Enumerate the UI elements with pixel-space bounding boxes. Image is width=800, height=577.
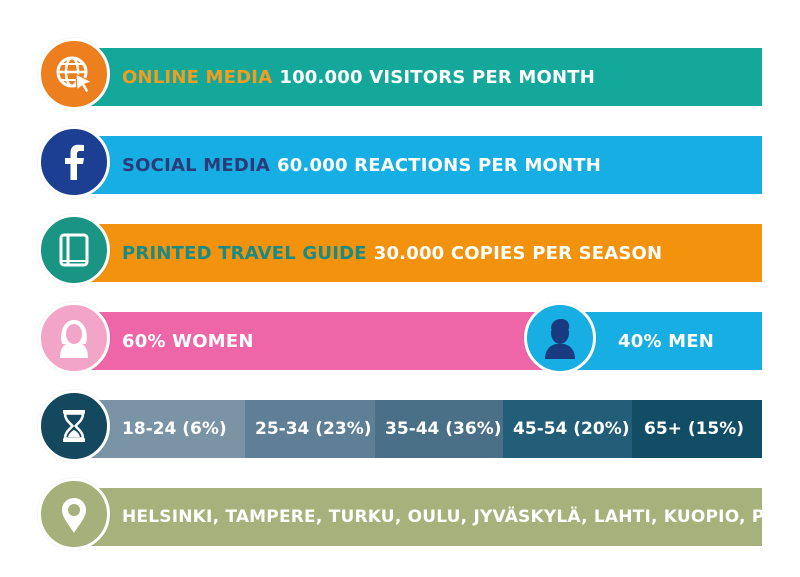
- age-segment: 45-54 (20%): [503, 400, 632, 458]
- social-media-stat: 60.000 REACTIONS PER MONTH: [277, 154, 602, 176]
- online-media-bar: ONLINE MEDIA 100.000 VISITORS PER MONTH: [70, 48, 762, 106]
- cities-bar: HELSINKI, TAMPERE, TURKU, OULU, JYVÄSKYL…: [70, 488, 762, 546]
- online-media-row: ONLINE MEDIA 100.000 VISITORS PER MONTH: [0, 38, 800, 110]
- age-segment-label: 65+ (15%): [644, 419, 745, 439]
- hourglass-icon: [38, 390, 110, 462]
- book-icon: [38, 214, 110, 286]
- man-avatar-icon: [524, 302, 596, 374]
- online-media-label: ONLINE MEDIA: [122, 66, 273, 88]
- printed-guide-row: PRINTED TRAVEL GUIDE 30.000 COPIES PER SE…: [0, 214, 800, 286]
- age-segment-label: 45-54 (20%): [513, 419, 630, 439]
- printed-guide-label: PRINTED TRAVEL GUIDE: [122, 242, 367, 264]
- men-label: 40% MEN: [618, 330, 715, 352]
- age-segment: 35-44 (36%): [375, 400, 503, 458]
- age-segment-label: 25-34 (23%): [255, 419, 372, 439]
- web-cursor-icon: [38, 38, 110, 110]
- woman-avatar-icon: [38, 302, 110, 374]
- age-segment-label: 35-44 (36%): [385, 419, 502, 439]
- cities-row: HELSINKI, TAMPERE, TURKU, OULU, JYVÄSKYL…: [0, 478, 800, 550]
- women-bar: 60% WOMEN: [70, 312, 550, 370]
- printed-guide-stat: 30.000 COPIES PER SEASON: [373, 242, 663, 264]
- women-label: 60% WOMEN: [122, 330, 254, 352]
- online-media-stat: 100.000 VISITORS PER MONTH: [279, 66, 595, 88]
- social-media-label: SOCIAL MEDIA: [122, 154, 271, 176]
- location-pin-icon: [38, 478, 110, 550]
- age-segment-label: 18-24 (6%): [122, 419, 227, 439]
- facebook-icon: [38, 126, 110, 198]
- printed-guide-bar: PRINTED TRAVEL GUIDE 30.000 COPIES PER SE…: [70, 224, 762, 282]
- cities-list: HELSINKI, TAMPERE, TURKU, OULU, JYVÄSKYL…: [122, 507, 762, 527]
- age-row: 18-24 (6%) 25-34 (23%) 35-44 (36%) 45-54 (2…: [0, 390, 800, 462]
- age-bar: 18-24 (6%) 25-34 (23%) 35-44 (36%) 45-54 (2…: [70, 390, 762, 462]
- age-segment: 65+ (15%): [632, 400, 762, 458]
- age-segment: 25-34 (23%): [245, 400, 375, 458]
- social-media-bar: SOCIAL MEDIA 60.000 REACTIONS PER MONTH: [70, 136, 762, 194]
- social-media-row: SOCIAL MEDIA 60.000 REACTIONS PER MONTH: [0, 126, 800, 198]
- gender-row: 60% WOMEN 40% MEN: [0, 302, 800, 374]
